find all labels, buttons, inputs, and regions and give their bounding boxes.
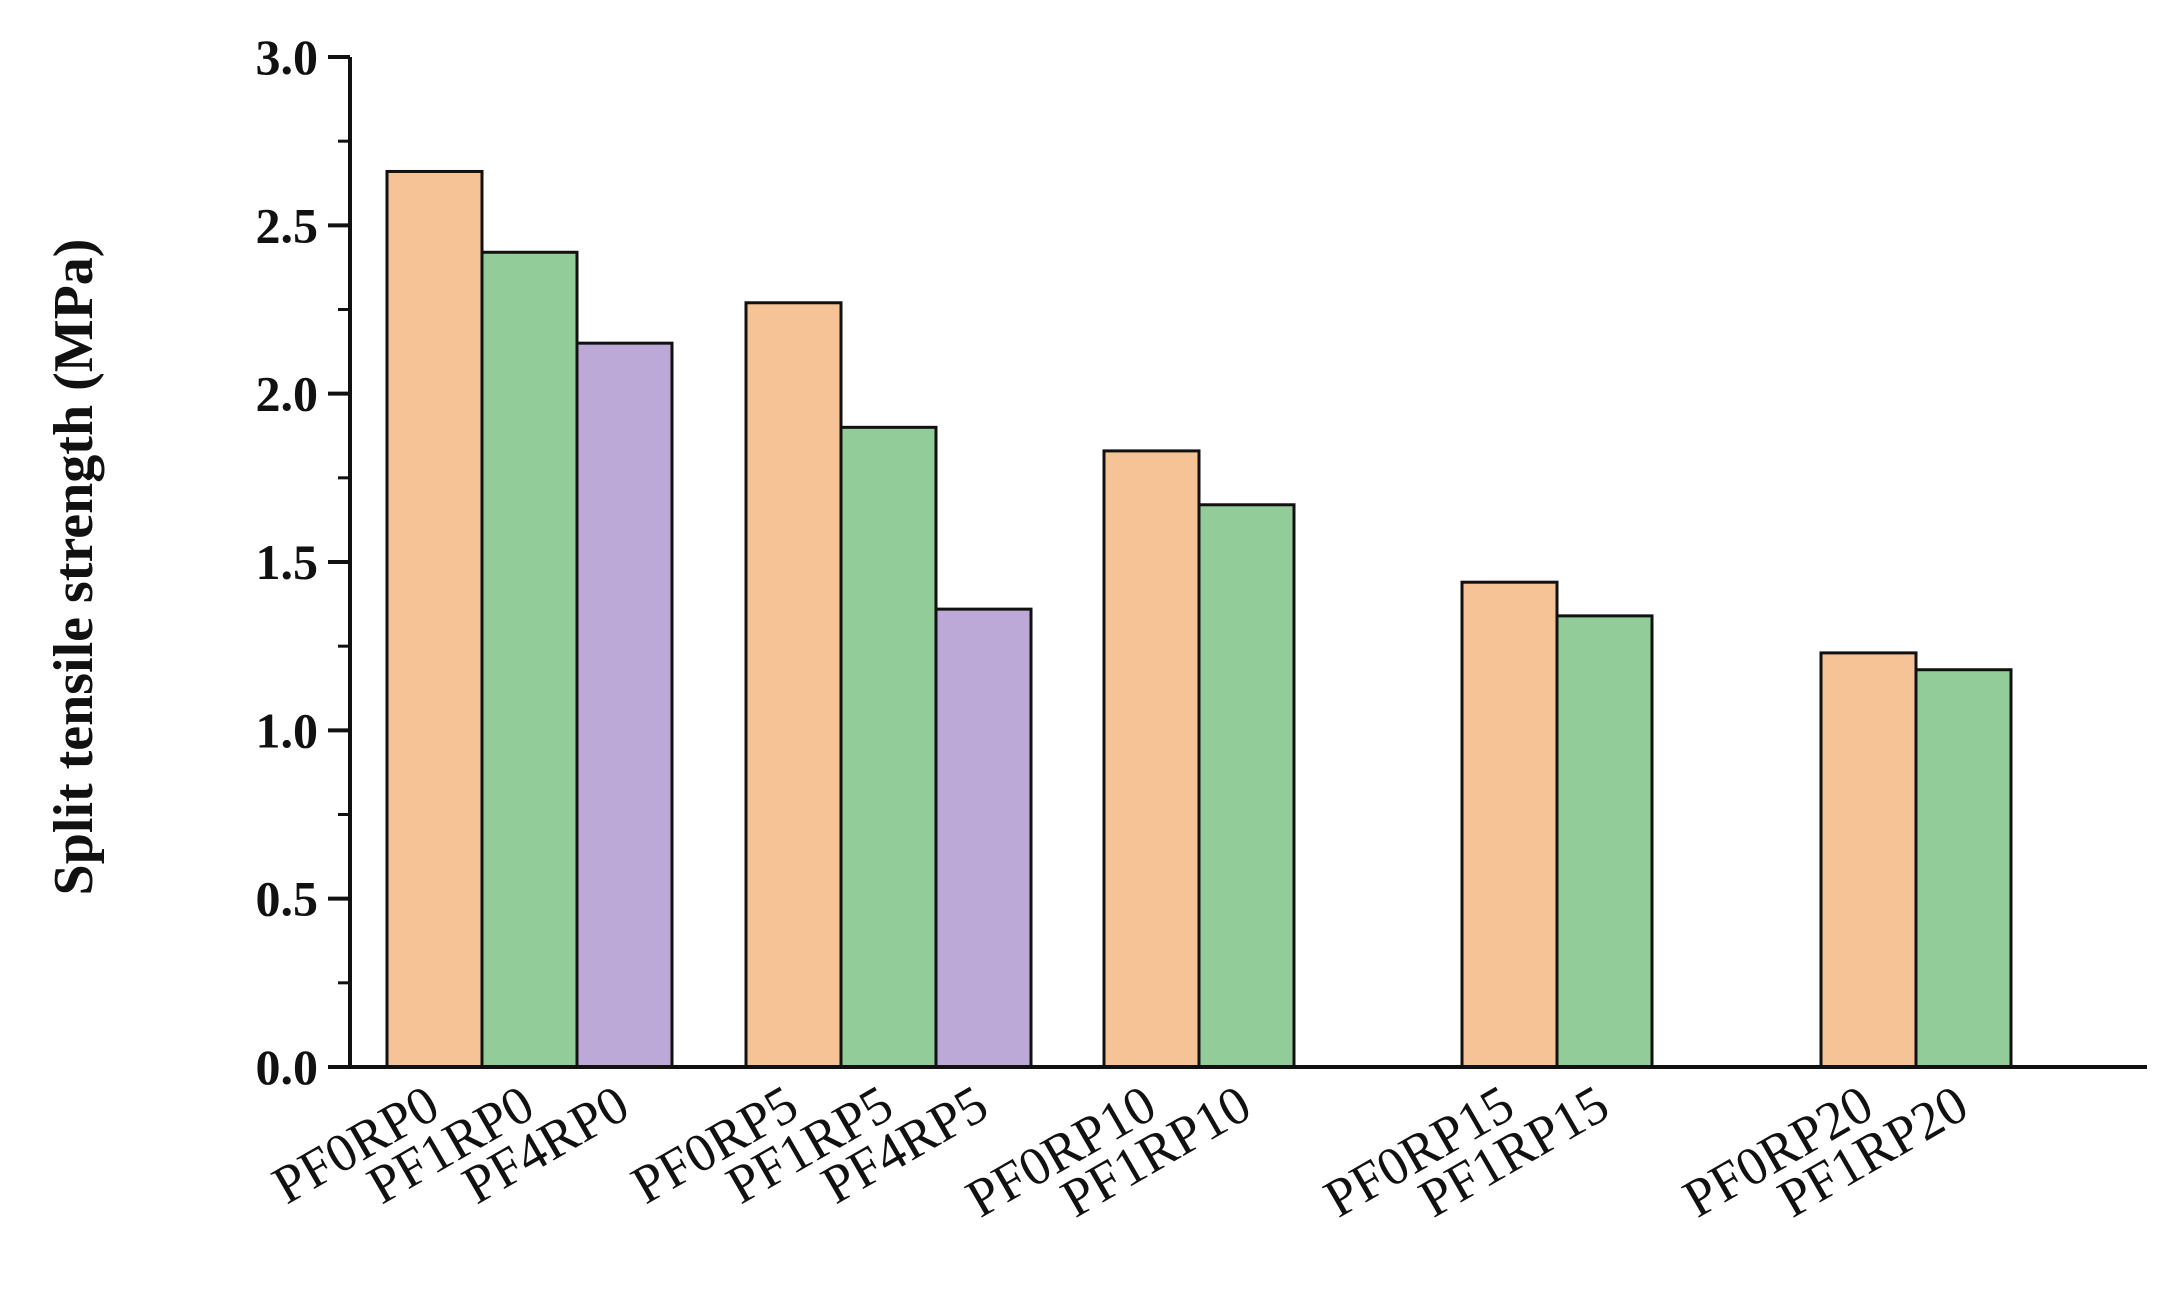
y-tick-label: 1.5 xyxy=(256,534,319,590)
bar-pf0rp10 xyxy=(1102,449,1201,1069)
bar-pf1rp5 xyxy=(839,425,938,1069)
bar-pf4rp5 xyxy=(934,607,1033,1069)
bar-pf4rp0 xyxy=(575,341,674,1069)
y-tick-label: 0.0 xyxy=(256,1039,319,1095)
category-labels: PF0RP0PF1RP0PF4RP0PF0RP5PF1RP5PF4RP5PF0R… xyxy=(263,1073,1978,1229)
bar-pf1rp10 xyxy=(1197,503,1296,1069)
bar-pf0rp15 xyxy=(1460,580,1559,1069)
y-tick-label: 3.0 xyxy=(256,29,319,85)
bar-pf1rp0 xyxy=(480,250,579,1069)
y-tick-label: 0.5 xyxy=(256,871,319,927)
y-axis-title: Split tensile strength (MPa) xyxy=(43,239,105,896)
bars-layer xyxy=(385,169,2013,1069)
y-tick-label: 2.5 xyxy=(256,197,319,253)
y-ticks: 0.0 0.5 1.0 1.5 2.0 2.5 3.0 xyxy=(256,29,350,1095)
bar-pf0rp20 xyxy=(1819,651,1918,1069)
bar-pf1rp15 xyxy=(1555,614,1654,1069)
bar-pf1rp20 xyxy=(1914,668,2013,1069)
bar-pf0rp5 xyxy=(744,301,843,1069)
y-tick-label: 1.0 xyxy=(256,702,319,758)
bar-pf0rp0 xyxy=(385,169,484,1069)
y-tick-label: 2.0 xyxy=(256,366,319,422)
